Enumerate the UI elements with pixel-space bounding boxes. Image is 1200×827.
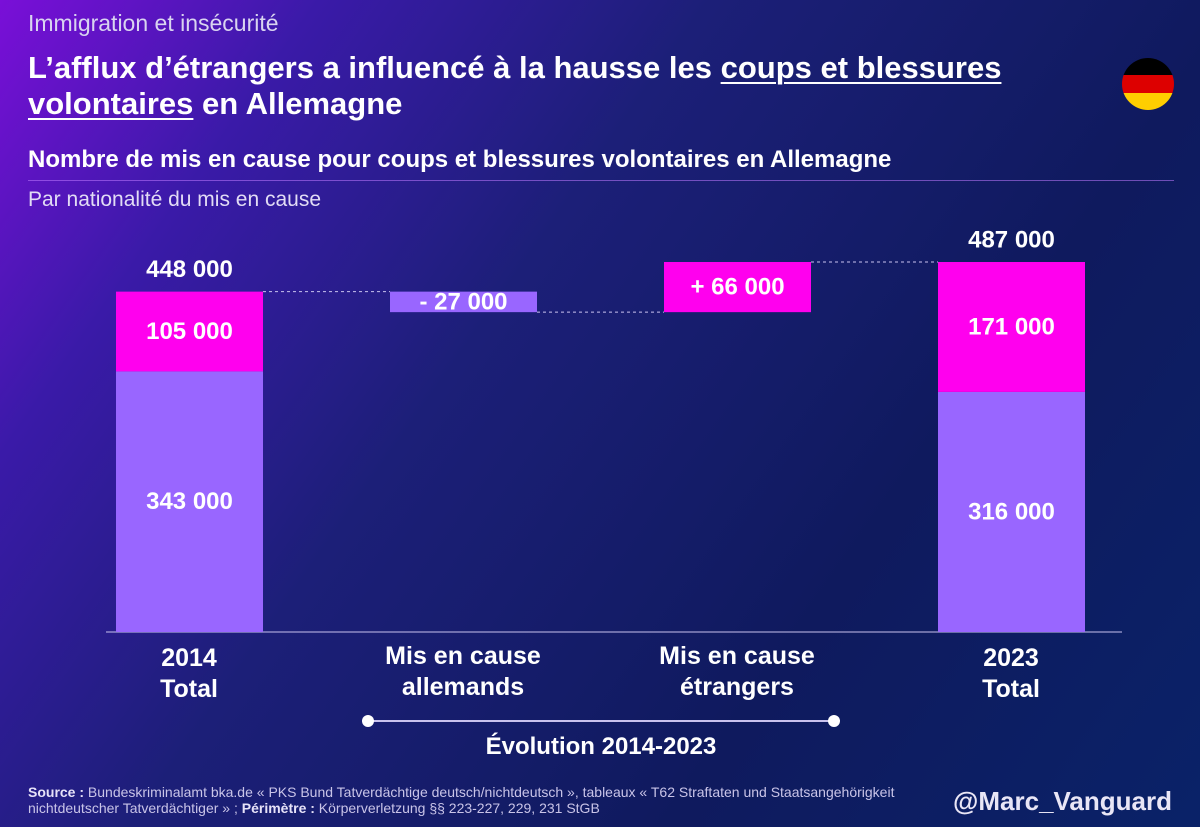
data-label-delta: + 66 000 xyxy=(690,274,784,301)
evolution-bracket-line xyxy=(368,720,834,722)
category-line: 2014 xyxy=(161,644,217,672)
data-label-segment: 343 000 xyxy=(146,488,233,515)
source-note: Source : Bundeskriminalamt bka.de « PKS … xyxy=(28,784,928,816)
bar-segment-allemands xyxy=(938,391,1085,632)
source-text: Bundeskriminalamt bka.de « PKS Bund Tatv… xyxy=(28,784,895,816)
bar-delta-etrangers xyxy=(664,262,811,313)
flag-stripe-red xyxy=(1122,75,1174,93)
category-line: Mis en cause xyxy=(385,642,541,670)
flag-stripe-gold xyxy=(1122,92,1174,110)
evolution-bracket-start-dot xyxy=(362,715,374,727)
page-title: L’afflux d’étrangers a influencé à la ha… xyxy=(28,50,1098,122)
total-label: 448 000 xyxy=(146,256,233,283)
bar-segment-etrangers xyxy=(938,262,1085,392)
category-line: étrangers xyxy=(680,673,794,701)
title-underlined-2: volontaires xyxy=(28,86,194,121)
flag-stripe-black xyxy=(1122,58,1174,76)
category-label-2023: 2023 Total xyxy=(896,643,1126,705)
data-label-delta: - 27 000 xyxy=(419,288,507,315)
source-label: Source : xyxy=(28,784,85,800)
category-line: allemands xyxy=(401,673,525,701)
divider xyxy=(28,180,1174,181)
bar-delta-allemands xyxy=(390,291,537,313)
category-label-allemands: Mis en cause allemands xyxy=(348,641,578,703)
evolution-label: Évolution 2014-2023 xyxy=(485,733,717,760)
title-part-1: L’afflux d’étrangers a influencé à la ha… xyxy=(28,50,721,85)
category-label-2014: 2014 Total xyxy=(74,643,304,705)
bar-segment-allemands xyxy=(116,371,263,632)
category-line: 2023 xyxy=(983,644,1039,672)
category-line: Total xyxy=(982,675,1040,703)
data-label-segment: 105 000 xyxy=(146,318,233,345)
title-part-2: en Allemagne xyxy=(193,86,403,121)
perimetre-label: Périmètre : xyxy=(241,800,315,816)
category-label-etrangers: Mis en cause étrangers xyxy=(622,641,852,703)
total-label: 487 000 xyxy=(968,227,1055,254)
chart-subtitle: Nombre de mis en cause pour coups et ble… xyxy=(28,146,892,173)
chart-caption: Par nationalité du mis en cause xyxy=(28,188,322,211)
kicker-text: Immigration et insécurité xyxy=(28,10,279,36)
data-label-segment: 171 000 xyxy=(968,313,1055,340)
author-handle: @Marc_Vanguard xyxy=(953,786,1172,816)
category-line: Mis en cause xyxy=(659,642,815,670)
category-line: Total xyxy=(160,675,218,703)
germany-flag-icon xyxy=(1122,58,1174,110)
data-label-segment: 316 000 xyxy=(968,498,1055,525)
evolution-bracket-end-dot xyxy=(828,715,840,727)
perimetre-text: Körperverletzung §§ 223-227, 229, 231 St… xyxy=(314,800,600,816)
bar-segment-etrangers xyxy=(116,291,263,372)
title-underlined-1: coups et blessures xyxy=(720,50,1002,85)
